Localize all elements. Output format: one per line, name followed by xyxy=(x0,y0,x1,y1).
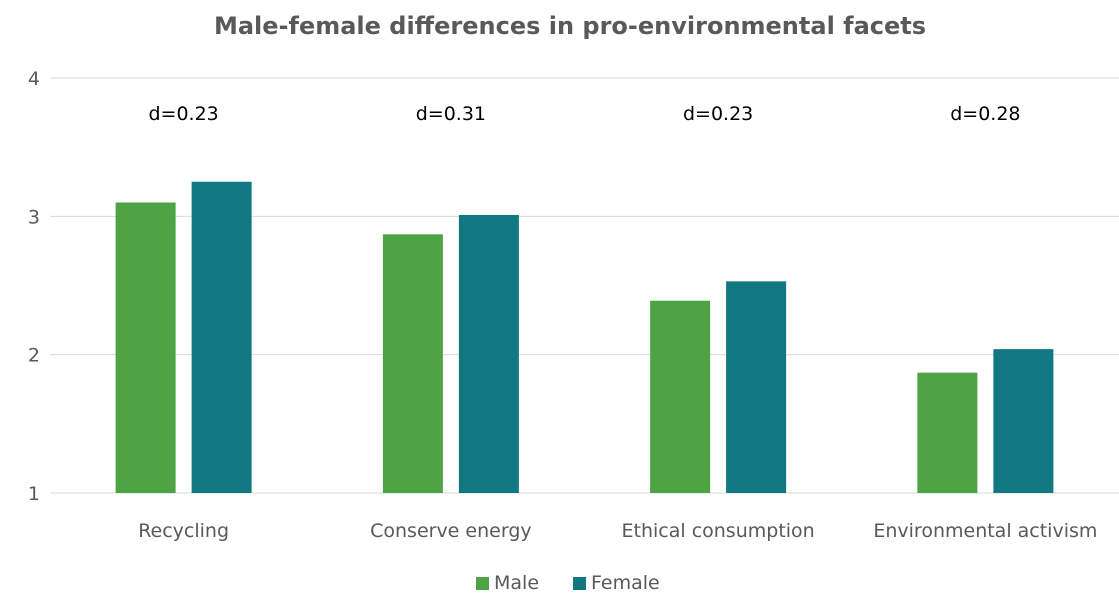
y-tick-label: 4 xyxy=(28,68,40,90)
bar-female-2 xyxy=(458,214,519,493)
bar-female-4 xyxy=(993,349,1054,493)
effect-size-label: d=0.23 xyxy=(148,103,218,125)
bar-male-2 xyxy=(382,234,443,494)
bar-female-3 xyxy=(726,281,787,493)
x-category-label: Ethical consumption xyxy=(622,520,815,542)
effect-size-annotations: d=0.23 d=0.31 d=0.23 d=0.28 xyxy=(148,103,1020,125)
effect-size-label: d=0.28 xyxy=(950,103,1020,125)
chart-title: Male-female differences in pro-environme… xyxy=(214,12,926,40)
legend: Male Female xyxy=(476,572,660,594)
effect-size-label: d=0.23 xyxy=(683,103,753,125)
legend-swatch-female xyxy=(573,577,586,590)
y-tick-label: 1 xyxy=(28,483,40,505)
x-category-label: Recycling xyxy=(138,520,229,542)
x-category-label: Conserve energy xyxy=(370,520,532,542)
y-tick-label: 2 xyxy=(28,345,40,367)
x-axis-categories: Recycling Conserve energy Ethical consumpt… xyxy=(138,520,1097,542)
bar-male-3 xyxy=(650,300,711,493)
bars xyxy=(115,181,1054,494)
bar-male-1 xyxy=(115,202,176,493)
legend-label-female: Female xyxy=(591,572,660,594)
effect-size-label: d=0.31 xyxy=(416,103,486,125)
y-axis-ticks: 1 2 3 4 xyxy=(28,68,40,505)
legend-label-male: Male xyxy=(494,572,539,594)
bar-male-4 xyxy=(917,372,978,493)
legend-swatch-male xyxy=(476,577,489,590)
x-category-label: Environmental activism xyxy=(873,520,1097,542)
bar-female-1 xyxy=(191,181,252,493)
y-tick-label: 3 xyxy=(28,206,40,228)
